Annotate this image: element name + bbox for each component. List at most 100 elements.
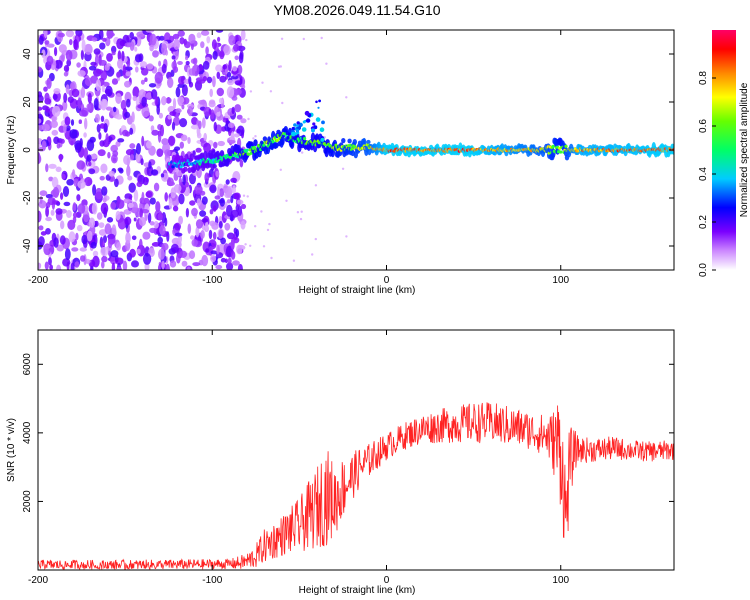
noise-blob	[240, 30, 246, 41]
noise-blob	[188, 250, 196, 260]
noise-blob	[191, 239, 198, 247]
noise-blob	[142, 253, 152, 265]
x-tick-label: 0	[384, 275, 390, 286]
colorbar-label: Normalized spectral amplitude	[739, 82, 750, 217]
noise-blob	[92, 255, 100, 268]
y-tick-label: 20	[22, 96, 33, 108]
y-tick-label: -40	[22, 238, 33, 253]
noise-blob	[210, 250, 218, 255]
noise-blob	[91, 37, 98, 42]
noise-speck	[266, 228, 270, 232]
noise-blob	[83, 147, 89, 160]
ridge-halo	[262, 136, 268, 142]
noise-blob	[170, 187, 177, 199]
noise-blob	[213, 141, 218, 149]
noise-blob	[125, 71, 132, 77]
noise-blob	[129, 143, 136, 149]
streak-point	[295, 128, 300, 133]
noise-blob	[76, 160, 86, 170]
noise-blob	[224, 222, 231, 231]
noise-blob	[66, 210, 72, 218]
noise-blob	[178, 215, 184, 225]
noise-blob	[209, 88, 213, 98]
noise-blob	[40, 231, 47, 236]
noise-blob	[216, 87, 224, 97]
noise-blob	[191, 65, 195, 76]
noise-blob	[177, 61, 183, 65]
noise-blob	[57, 32, 65, 38]
noise-blob	[236, 114, 243, 120]
noise-blob	[156, 148, 164, 157]
noise-blob	[155, 201, 161, 213]
noise-blob	[77, 70, 86, 77]
noise-blob	[70, 262, 75, 270]
snr-panel: -200 -100 0 100 2000 4000 6000 Height of strai…	[6, 329, 675, 596]
noise-blob	[230, 75, 239, 80]
noise-blob	[159, 35, 165, 41]
noise-blob	[71, 88, 80, 98]
noise-speck	[345, 96, 348, 99]
noise-blob	[56, 143, 61, 149]
noise-blob	[232, 260, 240, 266]
noise-blob	[126, 98, 131, 108]
noise-blob	[131, 260, 139, 268]
noise-blob	[100, 246, 109, 257]
x-tick-label: 100	[552, 575, 569, 586]
noise-blob	[76, 194, 81, 202]
ridge-halo	[219, 150, 225, 157]
noise-blob	[239, 159, 244, 168]
streak-point	[296, 124, 299, 128]
noise-blob	[67, 219, 76, 230]
noise-speck	[301, 151, 304, 154]
noise-blob	[41, 49, 46, 59]
noise-blob	[191, 207, 198, 217]
noise-blob	[69, 129, 78, 139]
noise-blob	[214, 195, 221, 200]
noise-blob	[63, 92, 68, 103]
noise-blob	[88, 217, 96, 228]
colorbar-tick-label: 0.2	[698, 215, 709, 229]
noise-blob	[230, 177, 237, 183]
noise-blob	[216, 244, 220, 255]
streak-point	[315, 117, 321, 122]
noise-blob	[61, 173, 66, 180]
streak-point	[304, 110, 310, 116]
spectrogram-x-label: Height of straight line (km)	[299, 285, 416, 296]
noise-blob	[226, 232, 235, 240]
noise-blob	[156, 104, 160, 115]
noise-blob	[179, 141, 184, 149]
ridge-core	[559, 150, 563, 154]
noise-blob	[240, 203, 247, 210]
ridge-core	[349, 143, 353, 147]
noise-blob	[145, 191, 153, 198]
colorbar-ticks: 0.0 0.2 0.4 0.6 0.8	[698, 71, 716, 277]
noise-speck	[299, 217, 303, 221]
noise-blob	[65, 84, 70, 94]
noise-blob	[219, 50, 225, 60]
noise-blob	[238, 52, 244, 64]
noise-blob	[234, 104, 242, 113]
noise-blob	[127, 175, 133, 181]
noise-blob	[158, 248, 165, 260]
noise-blob	[187, 137, 191, 144]
noise-blob	[227, 139, 236, 144]
noise-blob	[87, 92, 92, 104]
noise-blob	[220, 237, 227, 245]
y-tick-label: 2000	[22, 490, 33, 513]
noise-blob	[41, 140, 47, 151]
noise-blob	[114, 178, 119, 188]
noise-blob	[217, 186, 221, 199]
noise-blob	[45, 106, 50, 113]
noise-blob	[212, 75, 216, 88]
noise-blob	[111, 224, 117, 237]
snr-x-label: Height of straight line (km)	[299, 585, 416, 596]
noise-blob	[164, 149, 171, 157]
noise-blob	[195, 219, 204, 229]
noise-blob	[104, 64, 110, 71]
noise-blob	[88, 168, 96, 175]
noise-blob	[39, 196, 43, 204]
noise-blob	[128, 182, 136, 193]
noise-blob	[224, 201, 228, 208]
noise-blob	[206, 76, 213, 84]
